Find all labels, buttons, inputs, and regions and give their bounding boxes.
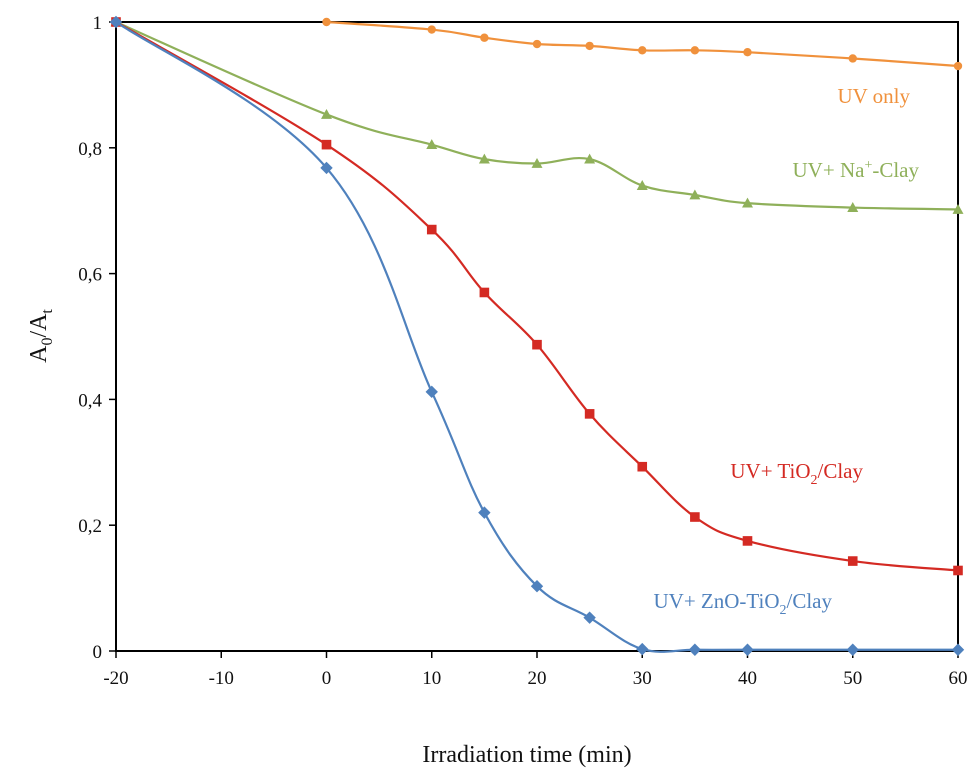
data-point-circle (585, 41, 594, 51)
data-point-square (479, 287, 490, 298)
data-point-square (637, 461, 648, 472)
x-tick-label: 0 (322, 668, 332, 689)
data-point-diamond (320, 161, 333, 175)
data-point-square (584, 409, 595, 419)
x-tick-label: 30 (633, 668, 652, 689)
data-point-square (532, 339, 542, 350)
data-point-triangle (321, 108, 332, 119)
data-point-diamond (951, 643, 965, 656)
y-tick-label: 0,6 (78, 265, 102, 286)
data-point-circle (532, 39, 542, 49)
data-point-diamond (741, 643, 754, 656)
data-point-circle (848, 54, 857, 63)
data-point-circle (743, 47, 752, 57)
plot-area: -20 -10 0 10 20 30 40 50 60 0 0,2 0,4 0,6 0,8 1 (78, 13, 967, 689)
x-axis-title: Irradiation time (min) (422, 742, 631, 768)
data-point-triangle (426, 139, 438, 150)
series-label-4: UV+ ZnO-TiO2/Clay (654, 589, 833, 618)
data-point-circle (427, 25, 436, 34)
data-point-triangle (689, 189, 701, 200)
data-point-diamond (846, 643, 859, 656)
data-point-diamond (636, 642, 649, 656)
data-point-square (690, 512, 700, 522)
data-point-square (321, 139, 332, 150)
series-line (115, 21, 958, 653)
data-point-diamond (478, 506, 491, 519)
data-point-circle (690, 46, 700, 55)
data-point-square (742, 536, 753, 546)
x-tick-label: 20 (528, 668, 547, 689)
x-tick-label: -20 (103, 668, 128, 689)
y-tick-label: 0,8 (78, 139, 102, 160)
series-label-2: UV+ Na+-Clay (793, 158, 920, 182)
series-3-square (111, 17, 963, 576)
y-tick-label: 0,4 (78, 390, 102, 411)
series-1-circle (322, 17, 963, 71)
x-tick-label: 10 (422, 668, 441, 689)
y-axis-title: A0/At (26, 309, 56, 363)
series-labels: UV only UV+ Na+-Clay UV+ TiO2/Clay UV+ ZnO-… (654, 84, 920, 618)
data-point-diamond (425, 385, 438, 399)
data-point-triangle (531, 158, 543, 168)
data-point-diamond (109, 15, 123, 29)
series-label-3: UV+ TiO2/Clay (730, 459, 863, 488)
data-point-triangle (584, 153, 596, 164)
x-tick-label: 40 (738, 668, 757, 689)
data-point-circle (638, 46, 647, 55)
data-point-triangle (742, 197, 753, 208)
data-point-diamond (583, 611, 596, 624)
data-point-square (426, 224, 437, 235)
x-tick-label: 60 (949, 668, 968, 689)
data-point-circle (480, 33, 489, 42)
x-tick-label: -10 (209, 668, 234, 689)
data-point-square (847, 556, 858, 566)
data-point-diamond (530, 580, 544, 593)
data-point-triangle (847, 202, 859, 212)
series-group (109, 15, 965, 656)
data-point-diamond (688, 643, 702, 656)
data-point-circle (953, 61, 963, 71)
series-line (326, 20, 959, 68)
y-tick-label: 1 (93, 13, 103, 34)
series-line (115, 20, 959, 211)
plot-frame (115, 21, 959, 652)
y-tick-label: 0,2 (78, 516, 102, 537)
y-tick-label: 0 (93, 642, 103, 663)
data-point-triangle (478, 153, 490, 164)
data-point-circle (322, 17, 331, 27)
x-tick-label: 50 (843, 668, 862, 689)
data-point-triangle (952, 203, 964, 214)
series-4-diamond (109, 15, 965, 656)
series-line (115, 21, 959, 572)
series-label-1: UV only (837, 84, 910, 108)
data-point-square (953, 565, 963, 576)
data-point-triangle (636, 180, 648, 190)
